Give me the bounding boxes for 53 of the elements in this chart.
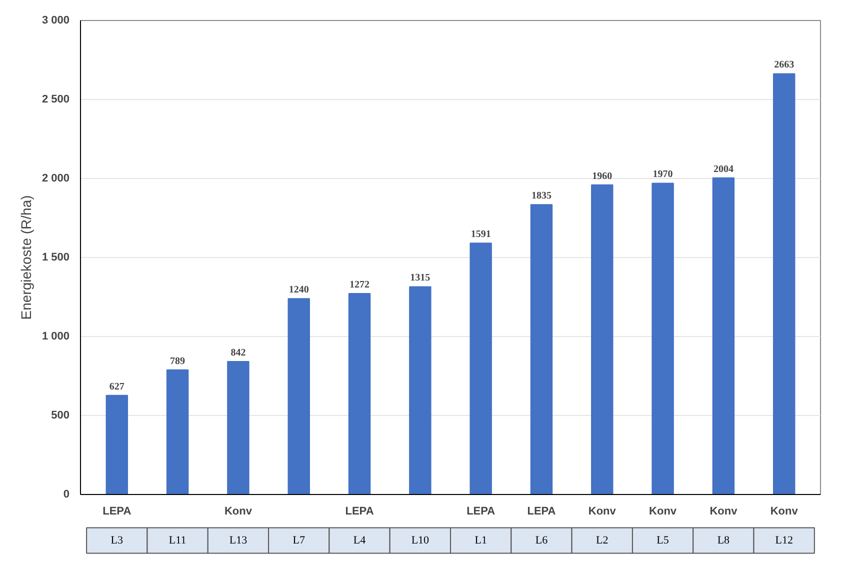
text: L4 [353, 534, 366, 546]
text: L8 [717, 534, 730, 546]
y-axis-title: Energiekoste (R/ha) [18, 195, 34, 320]
y-tick-label: 500 [51, 410, 70, 422]
y-tick-label: 2 000 [42, 172, 70, 184]
data-label: 2004 [713, 164, 734, 175]
y-tick-label: 0 [63, 488, 70, 500]
text: L12 [775, 534, 793, 546]
x-tick-label: Konv [710, 506, 738, 518]
data-label: 2663 [774, 60, 794, 71]
x-tick-label: Konv [224, 506, 253, 518]
bar [409, 286, 432, 494]
text: L2 [596, 534, 608, 546]
text: L6 [535, 534, 548, 546]
x-tick-label: LEPA [102, 506, 132, 518]
y-tick-label: 1 000 [42, 330, 70, 342]
bar [470, 242, 492, 494]
text: L1 [474, 534, 487, 546]
bar [288, 298, 310, 494]
bar [712, 177, 735, 494]
y-tick-label: 1 500 [42, 252, 70, 264]
data-label: 1272 [350, 280, 370, 291]
bar [772, 73, 796, 494]
data-label: 627 [109, 381, 124, 392]
bar [652, 182, 674, 494]
data-label: 789 [170, 356, 186, 367]
text: L10 [411, 534, 430, 546]
bar [591, 184, 614, 494]
x-tick-label: LEPA [345, 506, 374, 518]
text: L3 [110, 534, 124, 546]
x-tick-label: Konv [588, 506, 617, 518]
x-tick-label: LEPA [466, 506, 496, 518]
data-label: 1240 [288, 284, 309, 296]
data-label: 1970 [652, 169, 673, 180]
text: L11 [168, 534, 186, 546]
data-label: 1835 [531, 190, 552, 202]
text: L13 [229, 534, 248, 546]
bar [348, 293, 371, 494]
data-label: 1591 [470, 229, 491, 240]
x-tick-label: LEPA [527, 506, 556, 518]
bar [106, 394, 128, 494]
data-label: 1315 [410, 272, 430, 284]
y-tick-label: 2 500 [42, 94, 70, 106]
y-tick-label: 3 000 [42, 14, 70, 26]
bar [530, 204, 553, 494]
x-tick-label: Konv [770, 506, 799, 518]
data-label: 1960 [592, 170, 612, 182]
bar [227, 360, 250, 494]
bar [166, 369, 189, 494]
data-label: 842 [230, 347, 246, 358]
text: L5 [656, 534, 670, 546]
x-tick-label: Konv [649, 506, 678, 518]
text: L7 [292, 534, 306, 546]
